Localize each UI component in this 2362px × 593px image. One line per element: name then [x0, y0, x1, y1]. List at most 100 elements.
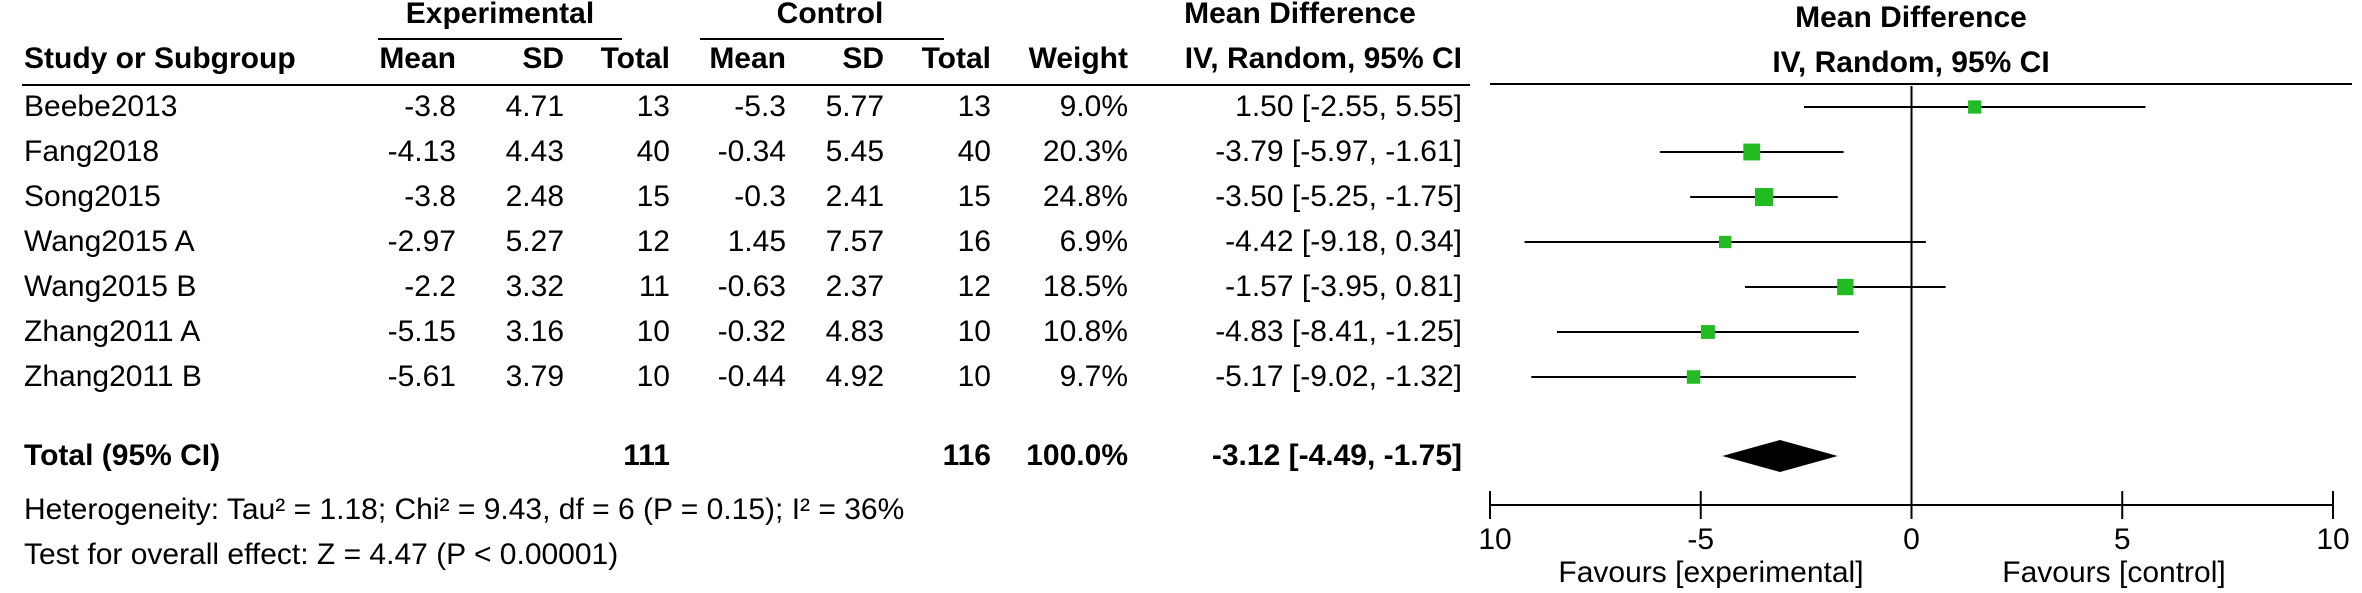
exp-sd: 4.71 [505, 90, 564, 123]
total-label: Total (95% CI) [24, 439, 221, 472]
effect-ci: -3.79 [-5.97, -1.61] [1215, 135, 1462, 168]
exp-sd: 3.79 [505, 360, 564, 393]
exp-mean: -3.8 [404, 90, 456, 123]
exp-total: 10 [636, 315, 670, 348]
ctl-sd: 7.57 [825, 225, 884, 258]
exp-total: 15 [636, 180, 670, 213]
col-weight: Weight [1028, 42, 1128, 75]
ctl-total: 15 [957, 180, 991, 213]
study-name: Song2015 [24, 180, 161, 213]
exp-sd: 4.43 [505, 135, 564, 168]
ctl-mean: -0.3 [734, 180, 786, 213]
effect-ci: -5.17 [-9.02, -1.32] [1215, 360, 1462, 393]
col-ctl-sd: SD [842, 42, 884, 75]
col-effect: IV, Random, 95% CI [1184, 42, 1462, 75]
exp-mean: -5.61 [387, 360, 456, 393]
ctl-total: 12 [957, 270, 991, 303]
ctl-sd: 5.77 [825, 90, 884, 123]
ctl-total: 10 [957, 315, 991, 348]
pooled-diamond [1722, 440, 1838, 472]
forest-table: Experimental Control Mean Difference Stu… [22, 0, 1470, 571]
study-name: Zhang2011 A [24, 315, 201, 348]
exp-sd: 3.32 [505, 270, 564, 303]
ctl-sd: 2.37 [825, 270, 884, 303]
ctl-total: 13 [957, 90, 991, 123]
experimental-underline [378, 38, 622, 40]
weight: 24.8% [1042, 180, 1128, 213]
ctl-sd: 4.83 [825, 315, 884, 348]
ctl-total: 10 [957, 360, 991, 393]
exp-total: 13 [636, 90, 670, 123]
study-marker [1968, 100, 1982, 114]
ctl-sd: 2.41 [825, 180, 884, 213]
study-marker [1837, 278, 1854, 296]
forest-plot: Mean Difference IV, Random, 95% CI -10 -5… [1480, 1, 2352, 589]
col-study: Study or Subgroup [24, 42, 296, 75]
heterogeneity-text: Heterogeneity: Tau² = 1.18; Chi² = 9.43,… [24, 493, 905, 526]
exp-total: 10 [636, 360, 670, 393]
favours-experimental-label: Favours [experimental] [1558, 556, 1863, 589]
study-marker [1686, 370, 1701, 384]
header-rule [22, 84, 1470, 86]
study-name: Fang2018 [24, 135, 160, 168]
effect-ci: 1.50 [-2.55, 5.55] [1235, 90, 1462, 123]
x-tick-label: 0 [1903, 523, 1920, 556]
exp-mean: -2.2 [404, 270, 456, 303]
plot-title: Mean Difference [1795, 1, 2027, 34]
ctl-mean: -0.63 [717, 270, 786, 303]
total-exp: 111 [623, 439, 670, 472]
ctl-sd: 4.92 [825, 360, 884, 393]
study-marker [1719, 235, 1732, 249]
ctl-mean: -5.3 [734, 90, 786, 123]
weight: 18.5% [1042, 270, 1128, 303]
header-mean-difference: Mean Difference [1184, 0, 1416, 30]
exp-mean: -3.8 [404, 180, 456, 213]
col-exp-total: Total [600, 42, 670, 75]
col-ctl-mean: Mean [709, 42, 786, 75]
effect-ci: -4.83 [-8.41, -1.25] [1215, 315, 1462, 348]
total-weight: 100.0% [1026, 439, 1128, 472]
ctl-mean: -0.44 [717, 360, 786, 393]
exp-total: 11 [638, 270, 670, 303]
header-control: Control [776, 0, 884, 30]
study-marker [1700, 325, 1715, 339]
weight: 6.9% [1059, 225, 1128, 258]
study-name: Zhang2011 B [24, 360, 202, 393]
study-name: Wang2015 B [24, 270, 197, 303]
ctl-total: 40 [957, 135, 991, 168]
exp-sd: 3.16 [505, 315, 564, 348]
ctl-mean: 1.45 [727, 225, 786, 258]
x-tick-label: 5 [2114, 523, 2131, 556]
header-experimental: Experimental [405, 0, 595, 30]
x-tick-label: -10 [1480, 523, 1512, 556]
weight: 20.3% [1042, 135, 1128, 168]
exp-sd: 5.27 [505, 225, 564, 258]
exp-total: 12 [636, 225, 670, 258]
exp-sd: 2.48 [505, 180, 564, 213]
exp-mean: -2.97 [387, 225, 456, 258]
x-tick-label: -5 [1687, 523, 1714, 556]
favours-control-label: Favours [control] [2002, 556, 2225, 589]
ctl-mean: -0.32 [717, 315, 786, 348]
col-exp-sd: SD [522, 42, 564, 75]
effect-ci: -1.57 [-3.95, 0.81] [1225, 270, 1462, 303]
x-tick-label: 10 [2316, 523, 2349, 556]
col-exp-mean: Mean [379, 42, 456, 75]
total-ctl: 116 [942, 439, 991, 472]
plot-subtitle: IV, Random, 95% CI [1772, 46, 2049, 79]
total-ci: -3.12 [-4.49, -1.75] [1211, 439, 1462, 472]
exp-mean: -5.15 [387, 315, 456, 348]
weight: 9.7% [1059, 360, 1128, 393]
overall-effect-text: Test for overall effect: Z = 4.47 (P < 0… [24, 538, 619, 571]
exp-total: 40 [636, 135, 670, 168]
ctl-sd: 5.45 [825, 135, 884, 168]
effect-ci: -4.42 [-9.18, 0.34] [1225, 225, 1462, 258]
ctl-mean: -0.34 [717, 135, 786, 168]
study-marker [1754, 188, 1773, 206]
control-underline [700, 38, 944, 40]
study-marker [1743, 143, 1761, 161]
weight: 10.8% [1042, 315, 1128, 348]
exp-mean: -4.13 [387, 135, 456, 168]
study-name: Wang2015 A [24, 225, 195, 258]
col-ctl-total: Total [921, 42, 991, 75]
